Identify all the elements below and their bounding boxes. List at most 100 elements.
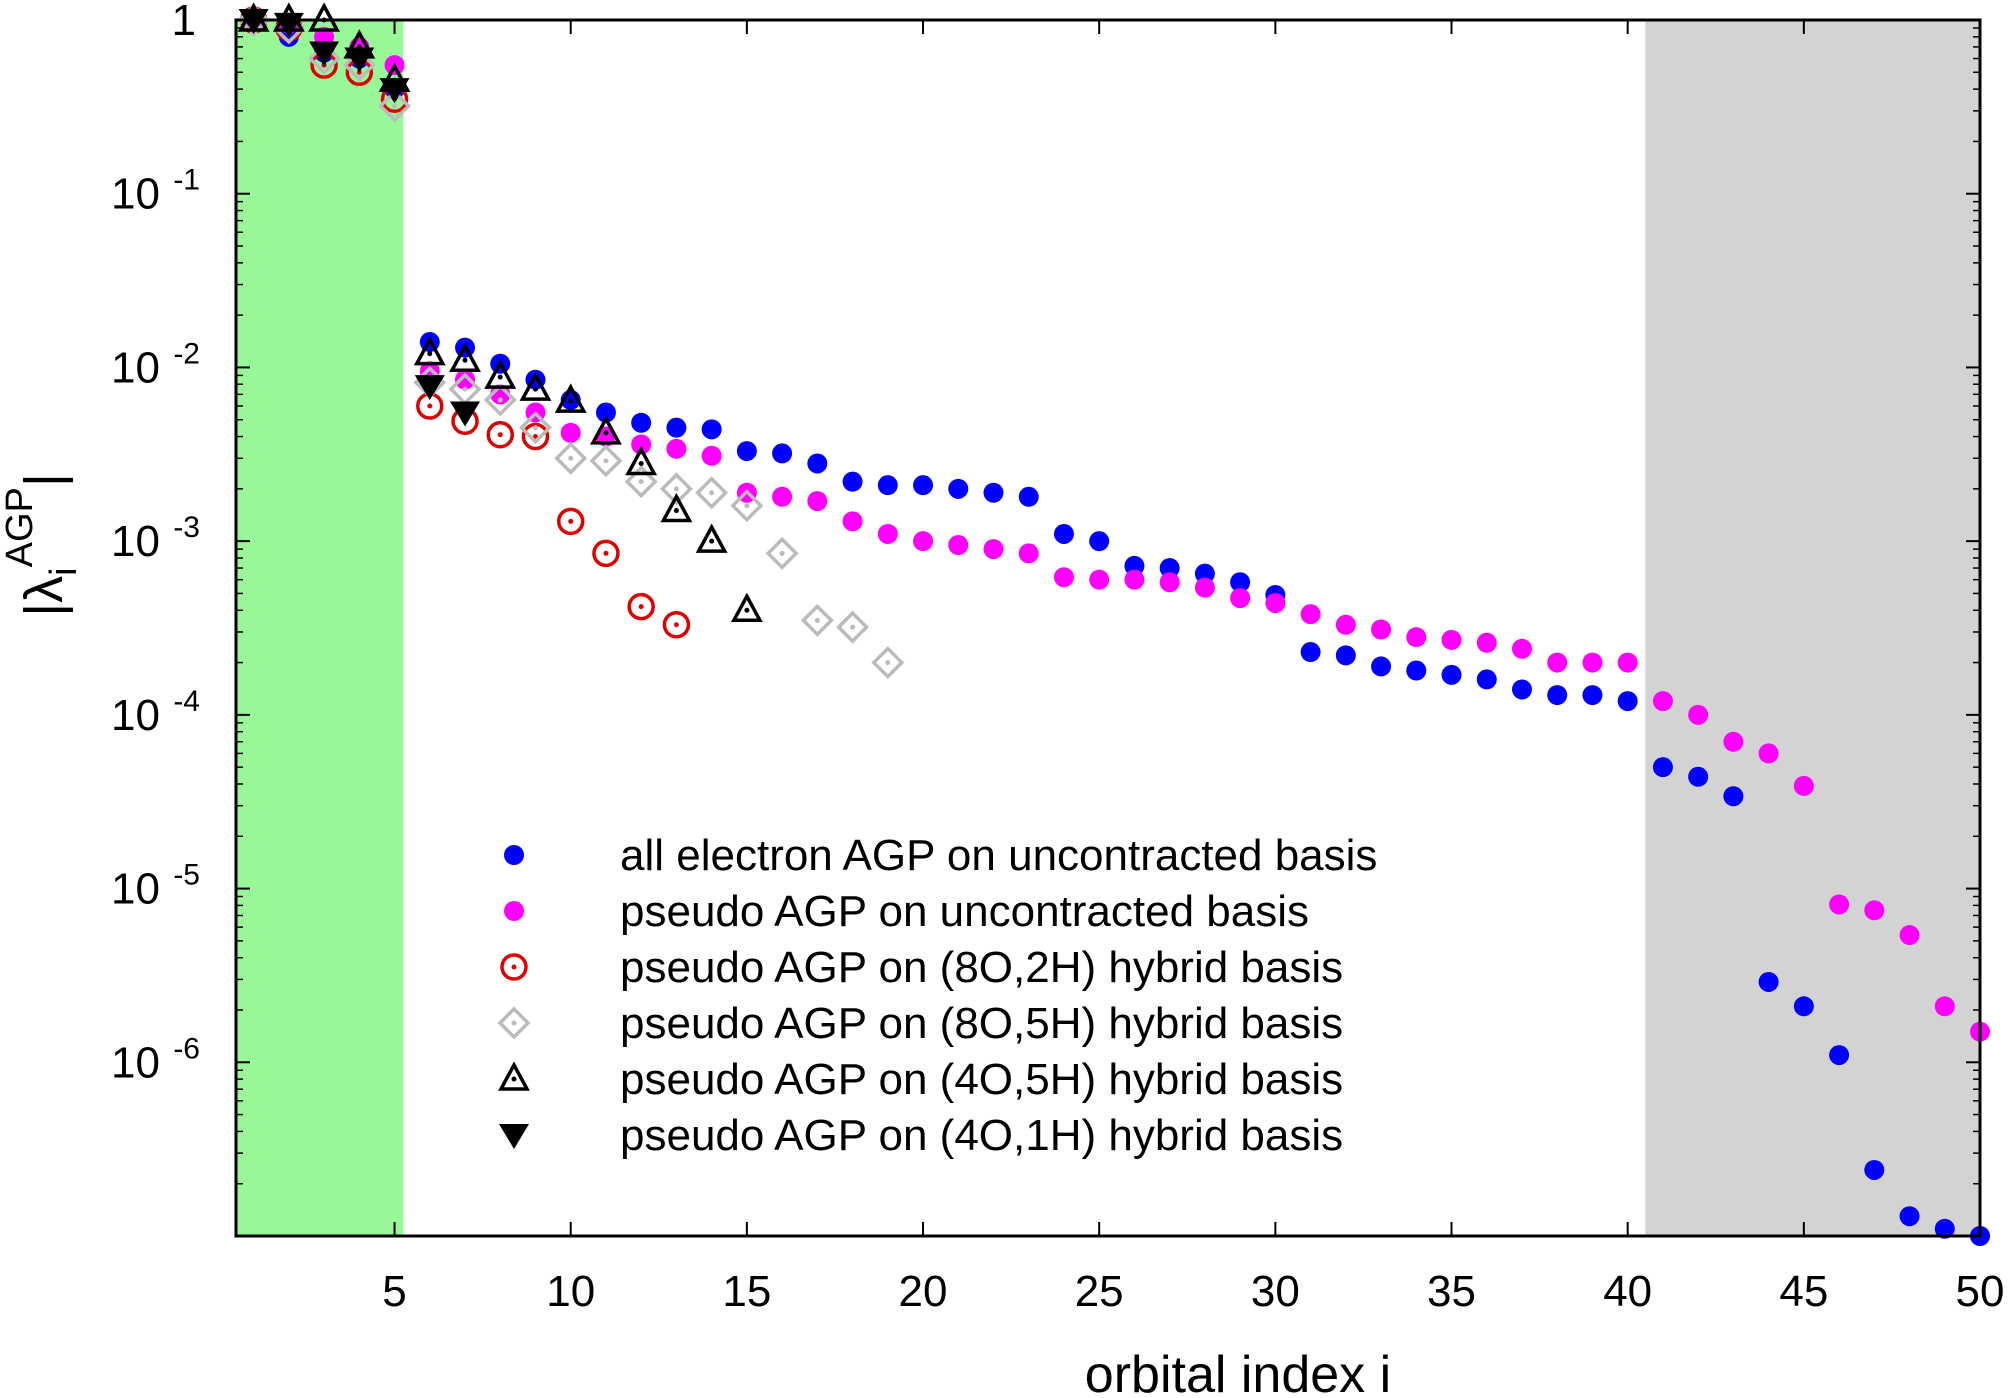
marker-triangle-up [308,2,341,32]
legend-label: pseudo AGP on (4O,1H) hybrid basis [620,1111,1343,1160]
marker-center-dot [744,503,750,509]
data-point [521,422,550,451]
marker-circle [1194,563,1215,584]
marker-circle [1335,645,1356,666]
data-point [483,383,517,417]
data-point [625,445,658,476]
marker-ring [627,592,655,621]
data-point [842,511,863,532]
data-point [1829,894,1850,915]
data-point [836,610,870,644]
marker-ring [592,539,620,568]
marker-circle [1018,543,1039,564]
marker-circle [1300,642,1321,663]
data-point [730,489,764,523]
legend-label: pseudo AGP on uncontracted basis [620,887,1309,936]
data-point [913,531,934,552]
marker-circle [1476,669,1497,690]
data-point [1793,996,1814,1017]
marker-center-dot [427,403,433,409]
data-point [1899,925,1920,946]
marker-center-dot [814,617,820,623]
marker-center-dot [497,397,503,403]
series-2 [243,10,1990,1042]
marker-circle [1335,614,1356,635]
data-point [800,603,834,637]
marker-ring [521,422,550,451]
y-tick-exponent: -4 [173,685,200,718]
y-tick-exponent: -3 [173,511,200,544]
marker-diamond [659,472,693,506]
data-point [1230,572,1251,593]
marker-circle [666,438,687,459]
marker-diamond [765,536,799,570]
marker-circle [1053,523,1074,544]
marker-circle [1230,572,1251,593]
x-tick-label: 10 [546,1267,595,1316]
plot-frame [234,18,1982,1238]
marker-circle [1723,786,1744,807]
data-points [237,2,1990,1246]
data-point [1194,563,1215,584]
marker-triangle-up [413,335,446,366]
marker-circle [504,845,524,865]
data-point [1511,638,1532,659]
marker-center-dot [744,607,750,613]
marker-circle [1864,900,1885,921]
marker-diamond [871,646,905,680]
marker-triangle-down [499,1124,529,1149]
x-tick-label: 15 [722,1267,771,1316]
data-point [414,375,445,401]
marker-center-dot [709,538,715,544]
shaded-region-2 [1645,20,1980,1236]
data-point [1934,1218,1955,1239]
data-point [807,491,828,512]
marker-center-dot [532,434,538,440]
marker-circle [983,482,1004,503]
marker-circle [1793,996,1814,1017]
marker-diamond [342,48,376,82]
x-tick-label: 50 [1956,1267,2005,1316]
marker-ring [486,420,514,449]
marker-circle [1159,572,1180,593]
data-point [1652,691,1673,712]
marker-center-dot [638,479,644,485]
marker-diamond [836,610,870,644]
data-point [1864,1159,1885,1180]
data-point [660,492,693,523]
y-tick-label: 1 [172,0,196,45]
marker-circle [877,523,898,544]
marker-center-dot [427,351,433,357]
data-point [455,369,476,390]
marker-center-dot [532,386,538,392]
data-point [560,422,581,443]
data-point [484,359,517,389]
marker-diamond [589,444,623,478]
data-point [666,417,687,438]
marker-circle [1688,766,1709,787]
y-tick-label: 10 [111,1038,160,1087]
legend-label: all electron AGP on uncontracted basis [620,831,1377,880]
data-point [1406,627,1427,648]
legend-marker [504,845,524,865]
y-tick-exponent: -5 [173,859,200,892]
marker-circle [1758,743,1779,764]
marker-center-dot [511,964,517,970]
data-point [1300,604,1321,625]
data-point [624,465,658,499]
data-point [736,441,757,462]
marker-triangle-up [695,523,728,553]
data-point [1018,543,1039,564]
marker-circle [560,422,581,443]
data-point [871,646,905,680]
marker-circle [1124,555,1145,576]
marker-circle [1793,775,1814,796]
data-point [413,335,446,366]
data-point [913,475,934,496]
marker-circle [701,445,722,466]
marker-center-dot [779,550,785,556]
marker-triangle-up [730,592,763,623]
marker-circle [1441,629,1462,650]
marker-circle [807,453,828,474]
data-point [1652,757,1673,778]
